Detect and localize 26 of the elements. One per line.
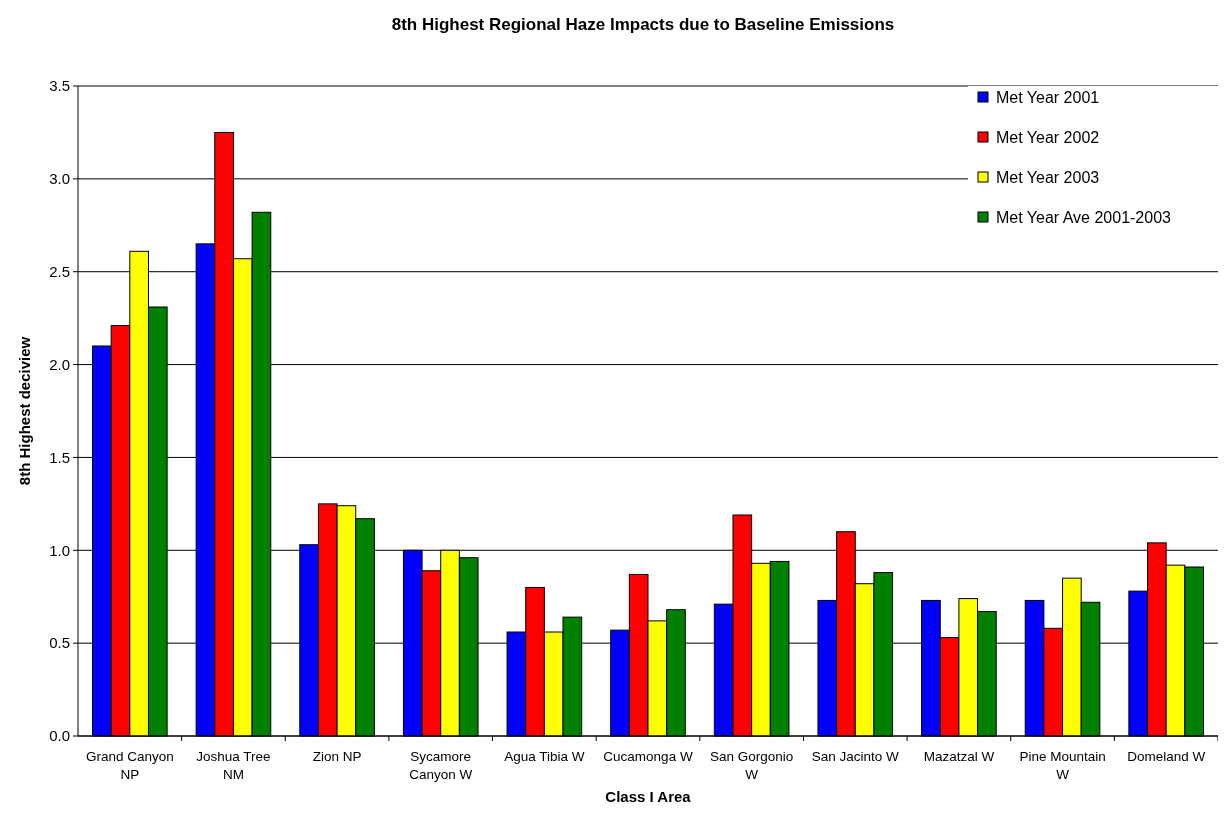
chart-title: 8th Highest Regional Haze Impacts due to Baseline Emissions <box>391 15 895 34</box>
x-tick-label: Agua Tibia W <box>504 749 585 764</box>
x-tick-label: Cucamonga W <box>603 749 693 764</box>
y-tick-label: 2.0 <box>49 355 70 373</box>
x-tick-label: Joshua Tree NM <box>196 749 271 782</box>
x-tick-label: Zion NP <box>312 749 362 764</box>
y-tick-label: 0.5 <box>49 634 70 652</box>
y-tick-label: 0.0 <box>49 727 70 745</box>
x-axis-title: Class I Area <box>605 788 692 805</box>
y-tick-label: 3.0 <box>49 170 70 188</box>
x-tick-label: Pine Mountain W <box>1019 749 1106 782</box>
legend-label: Met Year 2001 <box>996 88 1100 106</box>
x-tick-label: Mazatzal W <box>923 749 995 764</box>
y-tick-label: 1.5 <box>49 448 70 466</box>
x-tick-label: San Jacinto W <box>811 749 900 764</box>
legend-label: Met Year 2002 <box>996 128 1100 146</box>
y-tick-label: 3.5 <box>49 77 70 95</box>
y-tick-label: 2.5 <box>49 262 70 280</box>
x-tick-label: Domeland W <box>1127 749 1206 764</box>
x-tick-label: Sycamore Canyon W <box>409 749 473 782</box>
y-tick-label: 1.0 <box>49 541 70 559</box>
y-axis-title: 8th Highest deciview <box>16 336 33 486</box>
legend-label: Met Year Ave 2001-2003 <box>996 208 1172 226</box>
legend-label: Met Year 2003 <box>996 168 1100 186</box>
x-tick-label: Grand Canyon NP <box>85 749 174 782</box>
x-tick-label: San Gorgonio W <box>709 749 794 782</box>
